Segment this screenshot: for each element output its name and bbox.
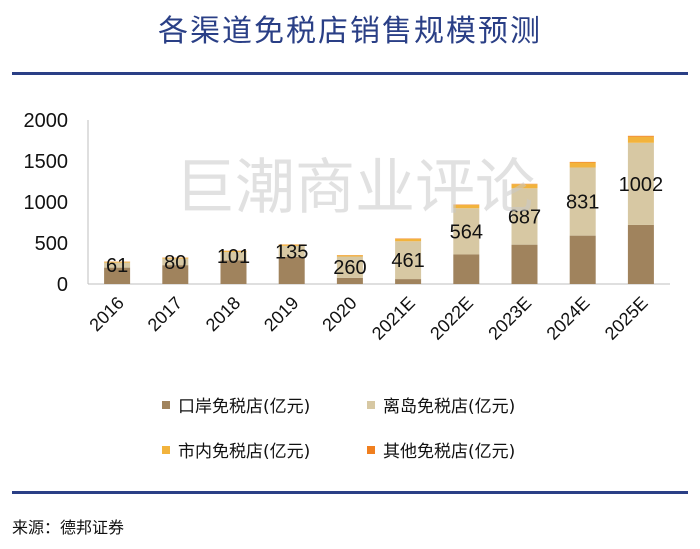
x-tick-label: 2022E — [426, 293, 477, 344]
top-rule — [12, 72, 688, 75]
bar-segment — [162, 258, 189, 266]
legend-swatch-city — [162, 445, 170, 454]
y-tick-label: 0 — [57, 274, 68, 296]
bar-segment — [336, 256, 363, 278]
bar-segment — [278, 256, 305, 284]
watermark: 巨潮商业评论 — [175, 153, 535, 223]
bar-segment — [278, 244, 305, 246]
bar-segment — [395, 238, 422, 242]
y-tick-label: 1000 — [24, 192, 69, 214]
bar-segment — [220, 260, 247, 284]
bar-segment — [569, 162, 596, 168]
bar-segment — [511, 184, 538, 189]
bar-segment — [453, 204, 480, 209]
bar-segment — [104, 267, 131, 284]
x-tick-label: 2020 — [318, 293, 360, 335]
bar-segment — [511, 188, 538, 245]
y-tick-label: 1500 — [24, 151, 69, 173]
legend-label-island: 离岛免税店(亿元) — [383, 397, 516, 417]
x-tick-label: 2016 — [85, 293, 127, 335]
bar-segment — [627, 224, 654, 284]
data-label: 135 — [275, 241, 308, 263]
x-tick-label: 2025E — [601, 293, 652, 344]
bar-segment — [453, 254, 480, 284]
bar-segment — [395, 279, 422, 284]
bar-segment — [569, 235, 596, 284]
bar-segment — [569, 161, 596, 163]
legend-label-city: 市内免税店(亿元) — [178, 442, 311, 462]
bar-segment — [220, 250, 247, 252]
data-label: 831 — [566, 192, 599, 214]
legend-swatch-port — [162, 400, 170, 409]
bar-segment — [336, 255, 363, 257]
legend-swatch-other — [367, 445, 375, 454]
bar-segment — [569, 167, 596, 236]
bar-segment — [162, 257, 189, 259]
legend-swatch-island — [367, 400, 375, 409]
bar-segment — [220, 251, 247, 261]
x-tick-label: 2018 — [202, 293, 244, 335]
legend-item-city: 市内免税店(亿元) — [162, 437, 310, 462]
source-note: 来源：德邦证券 — [12, 518, 125, 537]
data-label: 1002 — [619, 174, 664, 196]
bar-segment — [627, 136, 654, 143]
legend-label-port: 口岸免税店(亿元) — [178, 397, 311, 417]
x-tick-label: 2019 — [260, 293, 302, 335]
legend-label-other: 其他免税店(亿元) — [383, 442, 516, 462]
bar-segment — [395, 241, 422, 280]
bar-segment — [511, 244, 538, 284]
x-tick-label: 2023E — [484, 293, 535, 344]
bar-segment — [336, 277, 363, 284]
data-label: 80 — [164, 252, 186, 274]
bar-segment — [627, 142, 654, 225]
bar-segment — [453, 208, 480, 255]
data-label: 260 — [333, 257, 366, 279]
legend-item-other: 其他免税店(亿元) — [367, 437, 515, 462]
bar-segment — [162, 265, 189, 284]
x-tick-label: 2017 — [144, 293, 186, 335]
data-label: 564 — [450, 221, 483, 243]
x-tick-label: 2024E — [543, 293, 594, 344]
data-label: 687 — [508, 206, 541, 228]
y-tick-label: 500 — [35, 233, 68, 255]
bar-segment — [104, 261, 131, 263]
page-title: 各渠道免税店销售规模预测 — [158, 14, 542, 49]
x-tick-label: 2021E — [368, 293, 419, 344]
legend-item-port: 口岸免税店(亿元) — [162, 392, 310, 417]
legend-item-island: 离岛免税店(亿元) — [367, 392, 515, 417]
bar-segment — [627, 135, 654, 137]
bar-segment — [278, 245, 305, 257]
y-tick-label: 2000 — [24, 110, 69, 132]
bar-segment — [104, 262, 131, 268]
data-label: 101 — [217, 246, 250, 268]
stacked-bar-chart: 0 500 1000 1500 2000 61 2016 80 2017 101 2018 135 20… — [24, 110, 670, 344]
bottom-rule — [12, 491, 688, 494]
data-label: 61 — [106, 255, 128, 277]
data-label: 461 — [391, 250, 424, 272]
